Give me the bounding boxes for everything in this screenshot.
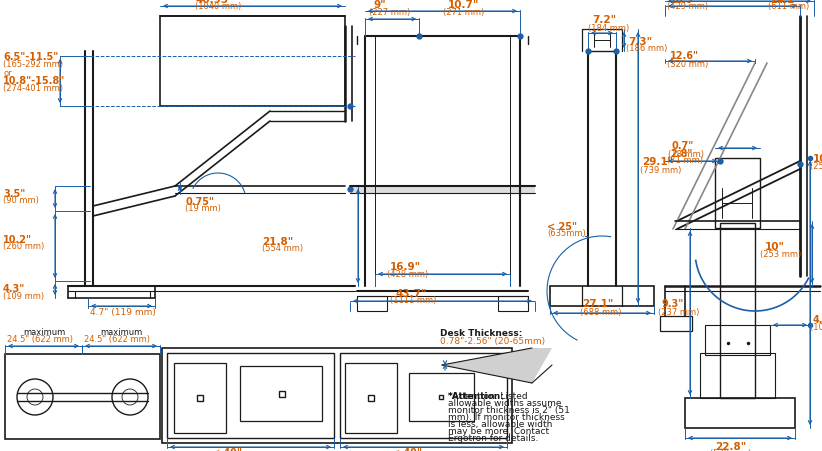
Text: mm). If monitor thickness: mm). If monitor thickness — [448, 413, 565, 422]
Bar — [350, 187, 535, 193]
Text: is less, allowable width: is less, allowable width — [448, 419, 552, 428]
Text: 3.5": 3.5" — [3, 189, 25, 198]
Text: 4.7" (119 mm): 4.7" (119 mm) — [90, 307, 156, 316]
Bar — [498, 296, 528, 311]
Bar — [700, 353, 775, 398]
Bar — [685, 398, 795, 428]
Text: 43.7": 43.7" — [395, 288, 427, 299]
Bar — [167, 353, 334, 438]
Text: 9": 9" — [373, 0, 386, 10]
Text: (71 mm): (71 mm) — [667, 156, 703, 165]
Bar — [409, 373, 474, 421]
Text: (253 mm): (253 mm) — [760, 249, 801, 258]
Text: 29.1": 29.1" — [642, 156, 673, 166]
Bar — [705, 325, 770, 355]
Text: (554 mm): (554 mm) — [262, 244, 303, 253]
Text: may be more. Contact: may be more. Contact — [448, 427, 549, 436]
Text: 0.78"-2.56" (20-65mm): 0.78"-2.56" (20-65mm) — [440, 337, 545, 346]
Text: (18 mm): (18 mm) — [668, 149, 704, 158]
Text: 24.1": 24.1" — [770, 0, 799, 5]
Polygon shape — [442, 348, 552, 383]
Text: (237 mm): (237 mm) — [658, 307, 700, 316]
Text: 12.6": 12.6" — [670, 51, 699, 61]
Text: (186 mm): (186 mm) — [626, 44, 667, 53]
Text: (260 mm): (260 mm) — [3, 242, 44, 251]
Text: (184 mm): (184 mm) — [588, 23, 630, 32]
Text: 4.3": 4.3" — [3, 283, 25, 293]
Text: *Attention:: *Attention: — [448, 391, 505, 400]
Text: (271 mm): (271 mm) — [442, 8, 484, 17]
Text: 10.2": 10.2" — [3, 235, 32, 244]
Text: 16.9": 16.9" — [390, 262, 421, 272]
Bar — [550, 286, 654, 306]
Text: maximum: maximum — [23, 328, 65, 337]
Text: 10": 10" — [765, 241, 785, 252]
Text: 4.1": 4.1" — [813, 314, 822, 324]
Bar — [715, 159, 760, 229]
Text: (19 mm): (19 mm) — [185, 204, 221, 213]
Text: *Attention: Listed: *Attention: Listed — [448, 391, 528, 400]
Text: 0.7": 0.7" — [672, 141, 695, 151]
Text: 10": 10" — [813, 154, 822, 164]
Text: (90 mm): (90 mm) — [3, 196, 39, 205]
Bar — [5, 354, 160, 439]
Text: 21.8": 21.8" — [262, 236, 293, 246]
Text: 22.8": 22.8" — [715, 441, 746, 451]
Text: 9.3": 9.3" — [662, 299, 684, 308]
Text: Desk Thickness:: Desk Thickness: — [440, 329, 522, 338]
Text: (274-401 mm): (274-401 mm) — [3, 84, 63, 93]
Text: 27.1": 27.1" — [582, 299, 613, 308]
Text: (105 mm): (105 mm) — [810, 323, 822, 332]
Text: ≤ 49": ≤ 49" — [392, 447, 422, 451]
Text: (611 mm): (611 mm) — [768, 3, 809, 11]
Text: (739 mm): (739 mm) — [640, 165, 681, 174]
Bar — [345, 363, 397, 433]
Bar — [162, 348, 512, 443]
Text: 24.5" (622 mm): 24.5" (622 mm) — [7, 335, 73, 344]
Text: (227 mm): (227 mm) — [369, 8, 410, 17]
Text: (428 mm): (428 mm) — [387, 269, 428, 278]
Text: or: or — [3, 69, 12, 77]
Bar — [174, 363, 226, 433]
Text: ≤ 49": ≤ 49" — [212, 447, 242, 451]
Text: 7.2": 7.2" — [592, 15, 616, 25]
Text: (320 mm): (320 mm) — [667, 60, 709, 69]
Bar — [660, 316, 692, 331]
Text: < 25": < 25" — [547, 221, 577, 231]
Text: (1111 mm): (1111 mm) — [390, 296, 436, 305]
Text: Ergotron for details.: Ergotron for details. — [448, 433, 538, 442]
Text: 40.95": 40.95" — [195, 0, 233, 5]
Text: (688 mm): (688 mm) — [580, 307, 621, 316]
Text: (635mm): (635mm) — [547, 229, 586, 238]
Text: (109 mm): (109 mm) — [3, 291, 44, 300]
Text: (254 mm): (254 mm) — [810, 161, 822, 170]
Text: (429 mm): (429 mm) — [667, 3, 708, 11]
Text: 10.8"-15.8": 10.8"-15.8" — [3, 76, 65, 86]
Text: (165-292 mm): (165-292 mm) — [3, 60, 63, 69]
Text: (579 mm): (579 mm) — [710, 448, 751, 451]
Bar — [720, 224, 755, 398]
Text: 0.75": 0.75" — [185, 197, 214, 207]
Text: 16.9": 16.9" — [670, 0, 699, 5]
Text: 2.8": 2.8" — [670, 149, 692, 159]
Bar — [240, 366, 322, 421]
Text: 10.7": 10.7" — [447, 0, 479, 10]
Bar — [357, 296, 387, 311]
Text: 24.5" (622 mm): 24.5" (622 mm) — [84, 335, 150, 344]
Text: 6.5"-11.5": 6.5"-11.5" — [3, 52, 58, 62]
Text: allowable widths assume: allowable widths assume — [448, 399, 561, 408]
Text: maximum: maximum — [100, 328, 142, 337]
Text: 7.3": 7.3" — [628, 37, 652, 47]
Bar — [160, 17, 345, 107]
Text: (1040 mm): (1040 mm) — [195, 3, 242, 11]
Bar — [340, 353, 507, 438]
Text: monitor thickness is 2" (51: monitor thickness is 2" (51 — [448, 405, 570, 414]
